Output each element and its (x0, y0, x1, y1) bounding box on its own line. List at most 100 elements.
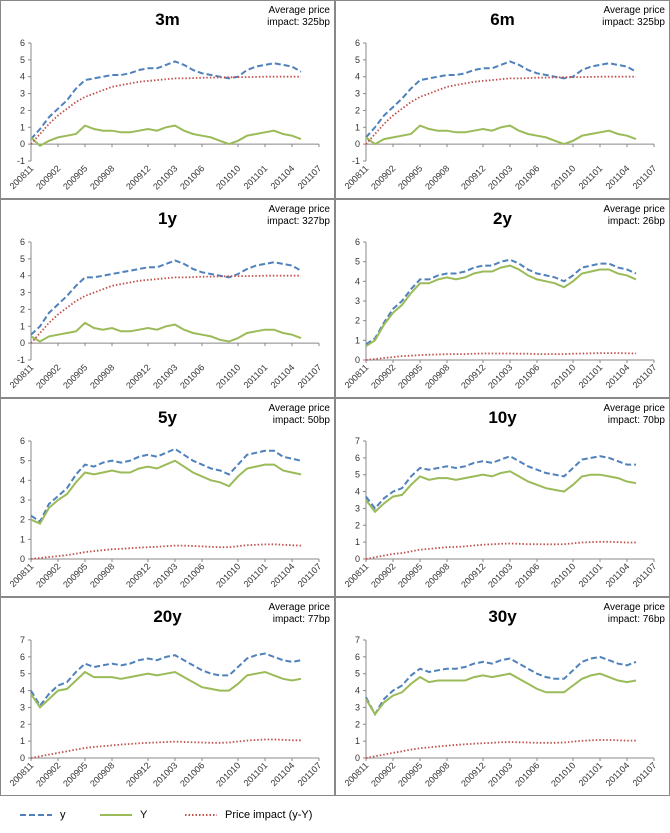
y-tick-label: 4 (20, 475, 25, 485)
series-line (30, 124, 302, 148)
chart-grid: 3m -1 0 1 2 3 4 5 6 200811 200902 200905 200908 20091… (0, 0, 670, 796)
x-tick-label: 200902 (34, 760, 62, 788)
y-tick-label: 0 (355, 554, 360, 564)
x-tick-label: 201010 (214, 362, 242, 390)
x-tick-label: 201010 (549, 561, 577, 589)
series-line (30, 738, 301, 759)
series-line (30, 652, 302, 708)
y-tick-label: 6 (355, 652, 360, 662)
x-tick-label: 201104 (269, 561, 297, 589)
x-tick-label: 200905 (396, 362, 424, 390)
y-tick-label: 6 (20, 652, 25, 662)
x-tick-label: 200912 (124, 561, 152, 589)
x-tick-label: 200811 (8, 163, 36, 191)
x-tick-label: 201003 (151, 561, 179, 589)
y-tick-label: 6 (355, 453, 360, 463)
chart-panel: 5y 0 1 2 3 4 5 6 200811 200902 200905 200908 200912 2… (0, 398, 335, 597)
series-line (30, 274, 301, 344)
x-tick-label: 201101 (242, 163, 270, 191)
x-tick-label: 200912 (459, 760, 487, 788)
series-line (30, 447, 302, 524)
y-tick-label: -1 (17, 156, 25, 166)
series-line (30, 543, 302, 560)
y-tick-label: 1 (20, 534, 25, 544)
x-tick-label: 200908 (88, 362, 116, 390)
y-tick-label: 4 (355, 686, 360, 696)
x-tick-label: 201006 (513, 362, 541, 390)
x-tick-label: 200811 (343, 561, 371, 589)
y-tick-label: 5 (20, 669, 25, 679)
x-tick-label: 201107 (631, 760, 659, 788)
legend-label: Y (140, 809, 148, 821)
legend-label: y (60, 809, 66, 821)
x-tick-label: 201101 (242, 760, 270, 788)
x-tick-label: 201010 (214, 561, 242, 589)
annotation: Average price impact: 26bp (603, 204, 665, 227)
x-tick-label: 200905 (61, 163, 89, 191)
series-line (30, 259, 302, 336)
x-tick-label: 201003 (486, 362, 514, 390)
series-line (365, 264, 637, 348)
y-tick-label: 4 (20, 72, 25, 82)
x-tick-label: 201010 (549, 163, 577, 191)
x-tick-label: 200905 (61, 362, 89, 390)
x-tick-label: 201006 (178, 760, 206, 788)
chart-panel: 1y -1 0 1 2 3 4 5 6 200811 200902 200905 200908 20091… (0, 199, 335, 398)
chart-panel: 30y 0 1 2 3 4 5 6 7 200811 200902 200905 200908 20091… (335, 597, 670, 796)
y-tick-label: 7 (20, 635, 25, 645)
chart-title: 30y (488, 607, 517, 626)
y-tick-label: 6 (20, 237, 25, 247)
x-tick-label: 201003 (151, 362, 179, 390)
x-tick-label: 201104 (604, 760, 632, 788)
x-tick-label: 200811 (343, 362, 371, 390)
series-line (30, 321, 302, 343)
x-tick-label: 201006 (178, 561, 206, 589)
series-line (365, 258, 637, 346)
x-tick-label: 201107 (631, 561, 659, 589)
x-tick-label: 201010 (549, 760, 577, 788)
x-tick-label: 200905 (396, 760, 424, 788)
y-tick-label: 1 (355, 537, 360, 547)
y-tick-label: 4 (20, 686, 25, 696)
chart-panel: 3m -1 0 1 2 3 4 5 6 200811 200902 200905 200908 20091… (0, 0, 335, 199)
x-tick-label: 201101 (242, 362, 270, 390)
y-tick-label: 6 (355, 237, 360, 247)
x-tick-label: 200912 (459, 362, 487, 390)
annotation: Average price impact: 50bp (268, 403, 330, 426)
annotation: Average price impact: 327bp (267, 204, 330, 227)
chart-panel: 10y 0 1 2 3 4 5 6 7 200811 200902 200905 200908 20091… (335, 398, 670, 597)
x-tick-label: 200912 (124, 760, 152, 788)
series-line (365, 540, 636, 560)
y-tick-label: 1 (20, 736, 25, 746)
y-tick-label: 2 (355, 316, 360, 326)
y-tick-label: 0 (20, 338, 25, 348)
x-tick-label: 201010 (214, 163, 242, 191)
x-tick-label: 200902 (369, 760, 397, 788)
x-tick-label: 200811 (8, 760, 36, 788)
x-tick-label: 200908 (423, 760, 451, 788)
y-tick-label: 7 (355, 436, 360, 446)
x-tick-label: 200908 (423, 561, 451, 589)
chart-title: 3m (155, 10, 180, 29)
x-tick-label: 201104 (604, 362, 632, 390)
x-tick-label: 201104 (269, 760, 297, 788)
x-tick-label: 201101 (577, 760, 605, 788)
series-line (365, 655, 637, 717)
y-tick-label: 7 (355, 635, 360, 645)
y-tick-label: 6 (355, 38, 360, 48)
chart-title: 2y (493, 209, 512, 228)
x-tick-label: 201107 (631, 362, 659, 390)
y-tick-label: 5 (20, 254, 25, 264)
series-line (365, 352, 637, 361)
chart-title: 5y (158, 408, 177, 427)
y-tick-label: 0 (355, 355, 360, 365)
x-tick-label: 201107 (296, 362, 324, 390)
series-line (30, 60, 302, 140)
x-tick-label: 200905 (396, 163, 424, 191)
